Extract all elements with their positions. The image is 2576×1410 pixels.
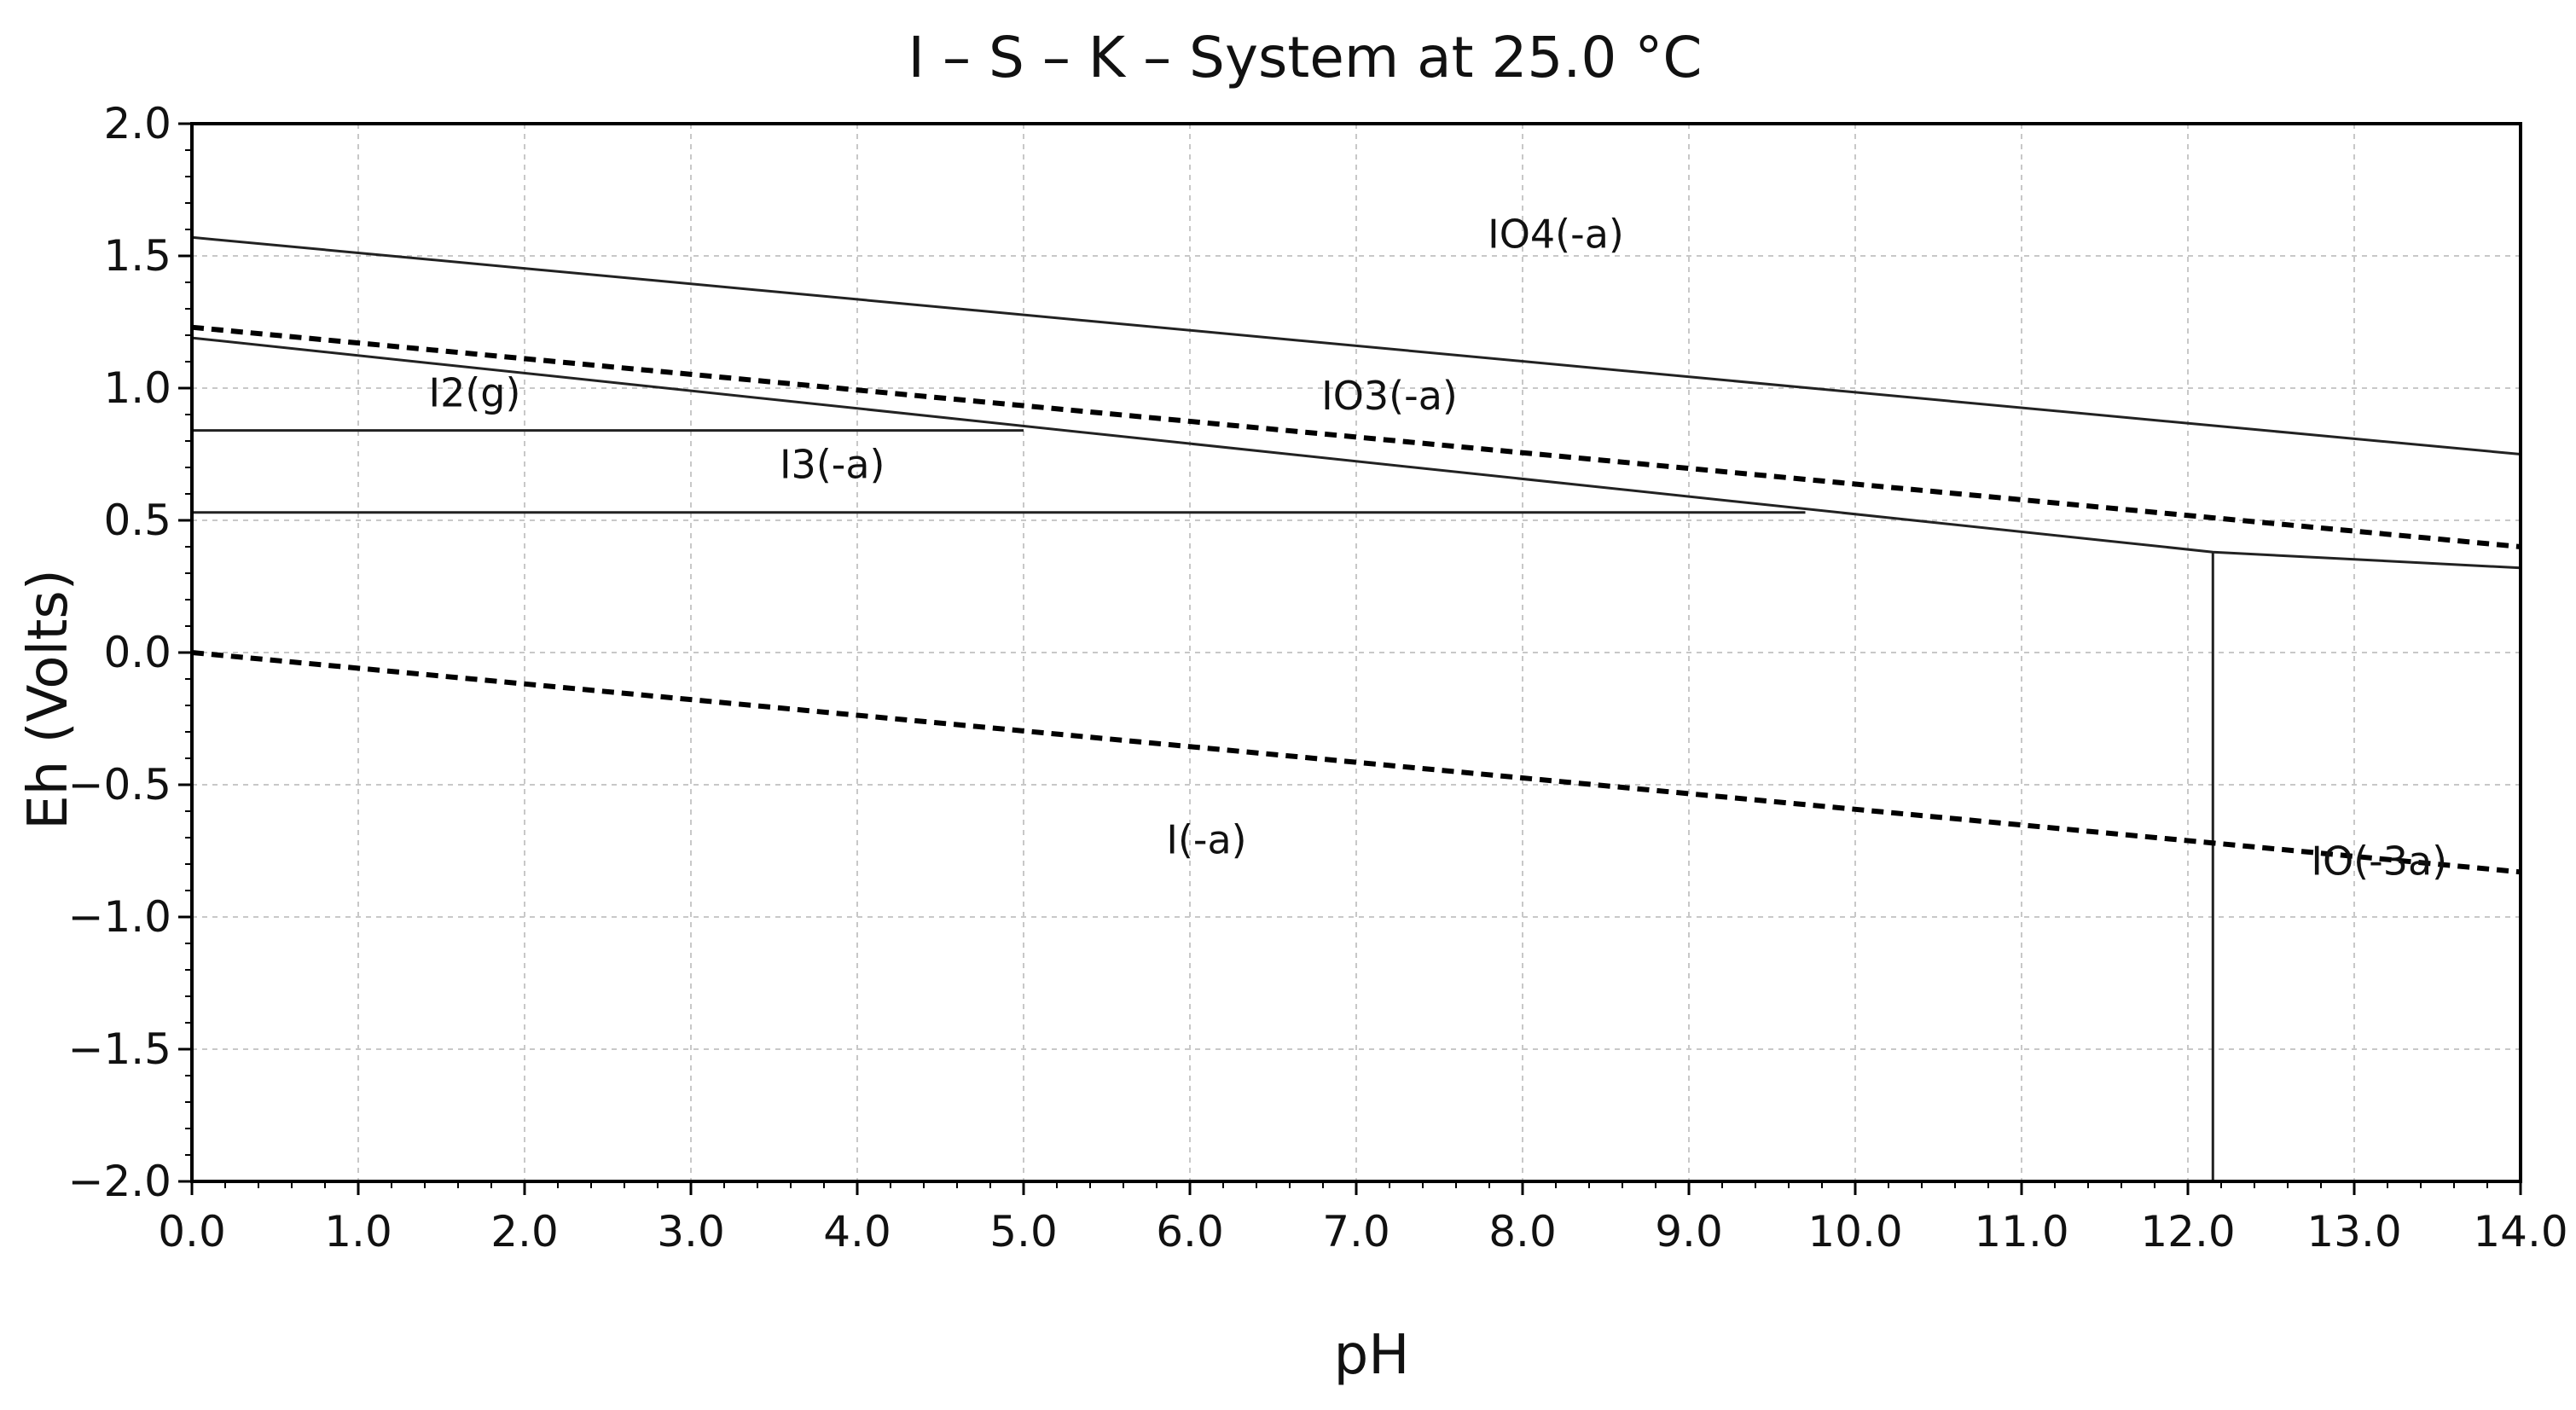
y-tick-label: 0.5	[103, 496, 171, 545]
y-tick-label: −2.0	[68, 1157, 171, 1206]
x-tick-label: 5.0	[989, 1207, 1058, 1256]
x-tick-label: 4.0	[823, 1207, 891, 1256]
region-label: IO3(-a)	[1321, 373, 1458, 419]
x-tick-label: 14.0	[2473, 1207, 2567, 1256]
x-tick-label: 13.0	[2306, 1207, 2401, 1256]
region-label: IO(-3a)	[2311, 838, 2447, 884]
y-tick-label: 1.0	[103, 363, 171, 413]
x-tick-label: 2.0	[490, 1207, 559, 1256]
region-labels: IO4(-a) IO3(-a) I2(g) I3(-a) I(-a) IO(-3a)	[429, 212, 2448, 885]
region-label: I3(-a)	[780, 441, 885, 487]
region-label: I(-a)	[1166, 817, 1246, 863]
x-tick-label: 8.0	[1488, 1207, 1557, 1256]
x-tick-label: 1.0	[324, 1207, 392, 1256]
x-tick-label: 10.0	[1807, 1207, 1902, 1256]
x-tick-label: 9.0	[1655, 1207, 1723, 1256]
axis-ticks: 0.0 1.0 2.0 3.0 4.0 5.0 6.0 7.0 8.0 9.0 10.0 11.0 12…	[68, 99, 2568, 1256]
y-tick-label: 0.0	[103, 628, 171, 677]
series-group	[191, 235, 2521, 1181]
series-line	[191, 650, 2521, 875]
x-tick-label: 11.0	[1974, 1207, 2068, 1256]
x-tick-label: 6.0	[1156, 1207, 1224, 1256]
x-tick-label: 7.0	[1322, 1207, 1390, 1256]
series-line	[191, 324, 2521, 549]
series-line	[191, 235, 2521, 455]
grid	[191, 123, 2521, 1182]
region-label: IO4(-a)	[1488, 212, 1624, 258]
x-tick-label: 12.0	[2140, 1207, 2235, 1256]
y-tick-label: 1.5	[103, 231, 171, 281]
chart-title: I – S – K – System at 25.0 °C	[908, 25, 1703, 90]
y-tick-label: −1.5	[68, 1024, 171, 1074]
y-tick-label: −1.0	[68, 892, 171, 942]
x-tick-label: 0.0	[158, 1207, 226, 1256]
y-tick-label: −0.5	[68, 760, 171, 809]
x-axis-label: pH	[1334, 1324, 1410, 1387]
x-tick-label: 3.0	[657, 1207, 725, 1256]
region-label: I2(g)	[429, 370, 521, 416]
y-tick-label: 2.0	[103, 99, 171, 148]
y-axis-label: Eh (Volts)	[17, 569, 80, 829]
